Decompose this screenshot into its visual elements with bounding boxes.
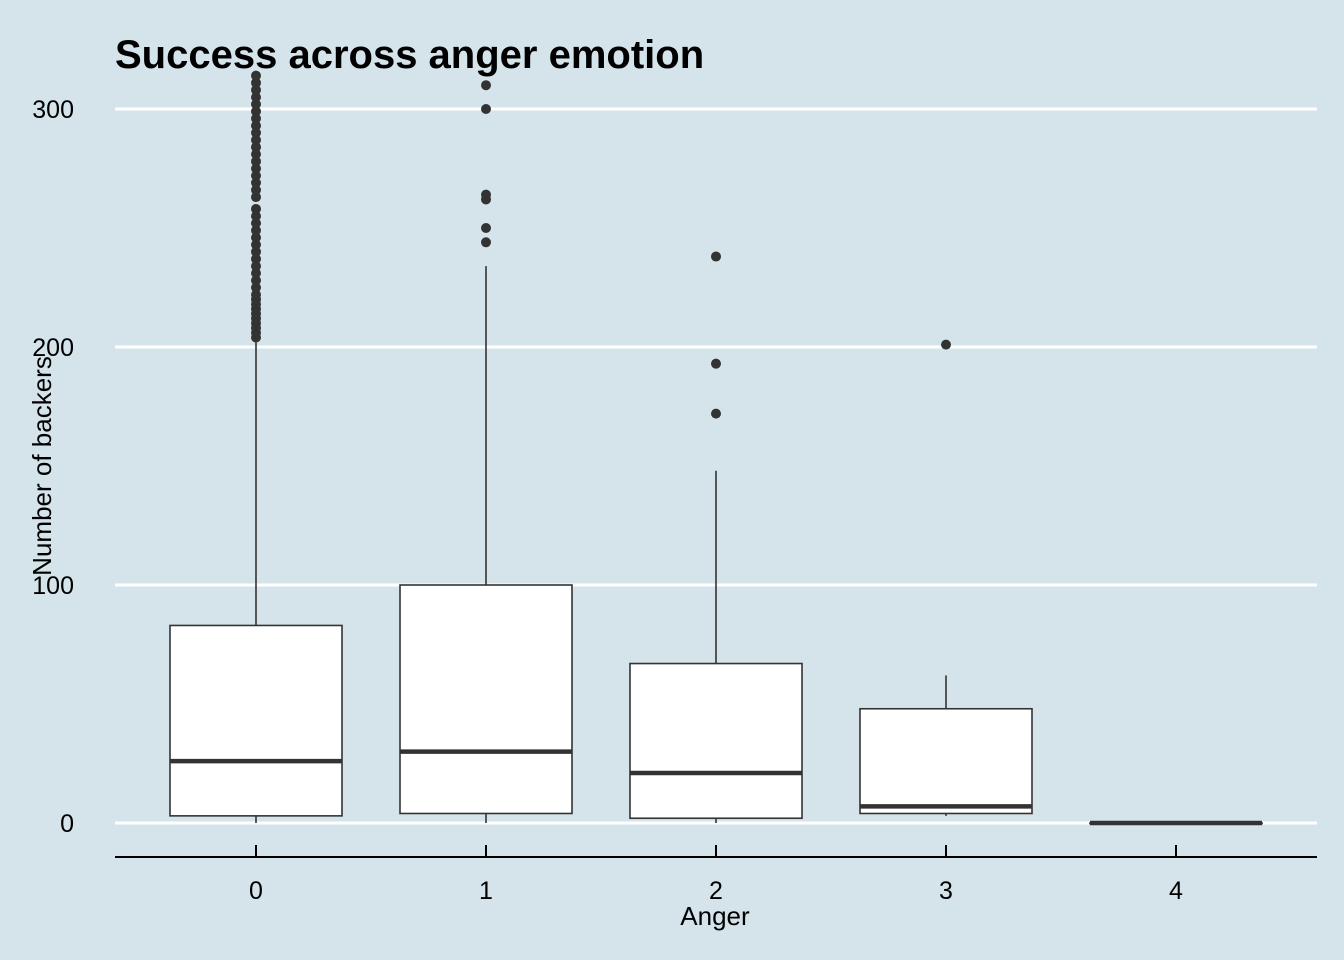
outlier-point <box>251 246 261 257</box>
box-group-3 <box>859 339 1033 816</box>
outlier-point <box>251 192 261 203</box>
outlier-point <box>251 225 261 236</box>
outlier-point <box>251 211 261 222</box>
outlier-point <box>251 70 261 81</box>
outlier-point <box>251 156 261 167</box>
box-group-1 <box>399 80 573 823</box>
outlier-point <box>481 237 491 248</box>
box-group-2 <box>629 251 803 823</box>
chart-title: Success across anger emotion <box>115 33 704 77</box>
outlier-point <box>251 84 261 95</box>
outlier-point <box>251 253 261 264</box>
y-axis-title: Number of backers <box>27 356 57 576</box>
outlier-point <box>251 218 261 229</box>
outlier-point <box>251 142 261 153</box>
outlier-point <box>251 99 261 110</box>
outlier-point <box>251 92 261 103</box>
x-tick-label: 2 <box>709 877 723 905</box>
box-iqr <box>169 624 343 817</box>
x-tick-labels: 0 1 2 3 4 <box>249 845 1183 905</box>
outlier-point <box>251 134 261 145</box>
outlier-point <box>481 80 491 91</box>
outlier-point <box>251 289 261 300</box>
outlier-point <box>251 170 261 181</box>
outlier-point <box>251 77 261 88</box>
y-tick-label: 300 <box>32 96 74 124</box>
outlier-point <box>251 149 261 160</box>
box-group-4 <box>1089 820 1263 826</box>
outlier-point <box>251 239 261 250</box>
outlier-point <box>251 120 261 131</box>
outlier-point <box>251 275 261 286</box>
outlier-point <box>711 408 721 419</box>
outlier-point <box>251 232 261 243</box>
outlier-point <box>251 203 261 214</box>
outlier-point <box>941 339 951 350</box>
box-iqr <box>859 707 1033 815</box>
outlier-point <box>251 261 261 272</box>
box-iqr <box>629 662 803 820</box>
y-tick-label: 200 <box>32 334 74 362</box>
y-tick-label: 100 <box>32 572 74 600</box>
x-tick-label: 0 <box>249 877 263 905</box>
x-axis-title: Anger <box>680 901 750 931</box>
outlier-point <box>251 106 261 117</box>
outlier-point <box>251 113 261 124</box>
box-group-0 <box>169 70 343 823</box>
outlier-point <box>251 184 261 195</box>
box-iqr <box>399 584 573 815</box>
y-tick-labels: 0 100 200 300 <box>32 96 74 838</box>
outlier-point <box>711 358 721 369</box>
outlier-point <box>481 223 491 233</box>
outlier-point <box>251 282 261 293</box>
outlier-point <box>251 163 261 174</box>
outlier-point <box>711 251 721 262</box>
x-tick-label: 4 <box>1169 877 1183 905</box>
y-tick-label: 0 <box>60 810 74 838</box>
outlier-point <box>251 268 261 279</box>
outlier-point <box>251 127 261 138</box>
outlier-point <box>251 177 261 188</box>
outlier-point <box>481 189 491 200</box>
x-tick-label: 3 <box>939 877 953 905</box>
x-tick-label: 1 <box>479 877 493 905</box>
outlier-point <box>481 104 491 114</box>
box-series <box>169 70 1263 826</box>
